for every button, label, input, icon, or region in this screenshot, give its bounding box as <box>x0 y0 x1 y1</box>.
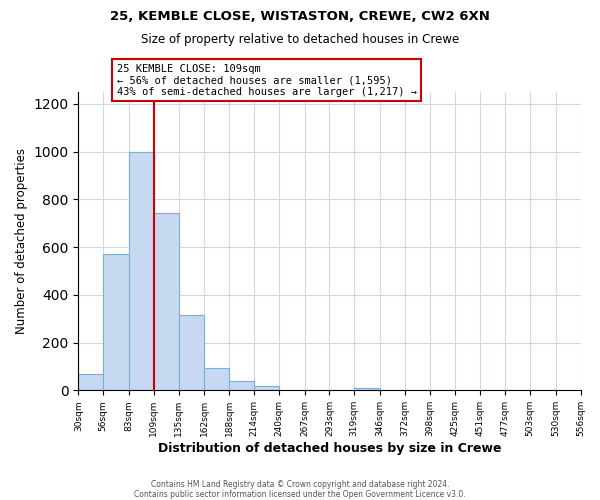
Bar <box>179 315 205 390</box>
X-axis label: Distribution of detached houses by size in Crewe: Distribution of detached houses by size … <box>158 442 501 455</box>
Text: Contains HM Land Registry data © Crown copyright and database right 2024.: Contains HM Land Registry data © Crown c… <box>151 480 449 489</box>
Bar <box>205 368 229 390</box>
Text: 25, KEMBLE CLOSE, WISTASTON, CREWE, CW2 6XN: 25, KEMBLE CLOSE, WISTASTON, CREWE, CW2 … <box>110 10 490 23</box>
Y-axis label: Number of detached properties: Number of detached properties <box>15 148 28 334</box>
Bar <box>254 386 279 390</box>
Bar <box>354 388 380 390</box>
Bar <box>154 212 179 390</box>
Text: Contains public sector information licensed under the Open Government Licence v3: Contains public sector information licen… <box>134 490 466 499</box>
Bar <box>79 374 103 390</box>
Bar <box>129 152 154 390</box>
Text: Size of property relative to detached houses in Crewe: Size of property relative to detached ho… <box>141 32 459 46</box>
Bar <box>229 381 254 390</box>
Text: 25 KEMBLE CLOSE: 109sqm
← 56% of detached houses are smaller (1,595)
43% of semi: 25 KEMBLE CLOSE: 109sqm ← 56% of detache… <box>116 64 416 97</box>
Bar <box>103 254 129 390</box>
